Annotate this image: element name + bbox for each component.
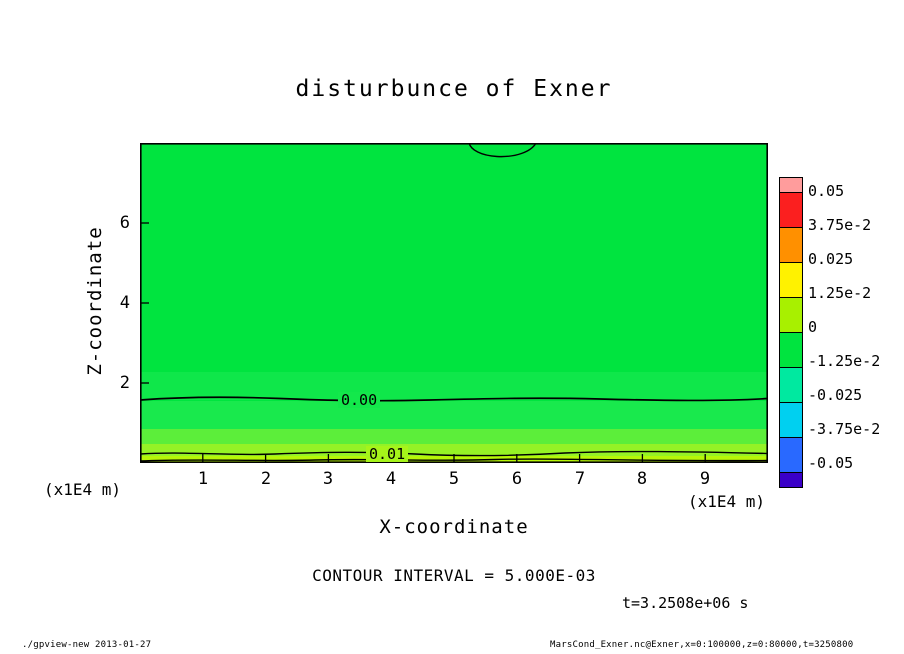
colorbar — [779, 177, 803, 488]
x-tick-label: 2 — [260, 469, 272, 489]
y-axis-unit: (x1E4 m) — [44, 480, 122, 499]
colorbar-tick-label: -3.75e-2 — [808, 420, 881, 438]
colorbar-segment — [780, 298, 802, 333]
x-axis-unit: (x1E4 m) — [688, 492, 766, 511]
contour-value-label-0p01: 0.01 — [366, 446, 409, 462]
contour-line-zero — [140, 396, 768, 402]
x-tick-label: 4 — [385, 469, 397, 489]
contour-interval-text: CONTOUR INTERVAL = 5.000E-03 — [312, 566, 596, 585]
contour-line-bottom — [140, 458, 768, 462]
contour-loop-top — [468, 143, 537, 158]
colorbar-segment — [780, 403, 802, 438]
x-tick-label: 6 — [511, 469, 523, 489]
colorbar-segment — [780, 178, 802, 193]
x-tick-label: 7 — [574, 469, 586, 489]
y-tick-label: 4 — [119, 293, 130, 313]
plot-frame — [140, 143, 768, 463]
x-tick-label: 5 — [448, 469, 460, 489]
x-tick-label: 8 — [636, 469, 648, 489]
colorbar-segment — [780, 228, 802, 263]
time-stamp-text: t=3.2508e+06 s — [622, 594, 749, 612]
plot-title: disturbunce of Exner — [295, 76, 613, 102]
colorbar-tick-label: -1.25e-2 — [808, 352, 881, 370]
colorbar-segment — [780, 193, 802, 228]
colorbar-segment — [780, 438, 802, 473]
colorbar-segment — [780, 333, 802, 368]
contour-lines — [140, 143, 768, 462]
colorbar-segment — [780, 263, 802, 298]
colorbar-tick-label: -0.025 — [808, 386, 863, 404]
x-axis-label: X-coordinate — [379, 516, 529, 538]
colorbar-segment — [780, 368, 802, 403]
colorbar-segment — [780, 473, 802, 487]
plot-area: 0.00 0.01 — [140, 143, 768, 463]
footer-program-info: ./gpview-new 2013-01-27 — [22, 640, 152, 650]
y-tick-label: 6 — [119, 213, 130, 233]
x-tick-label: 1 — [197, 469, 209, 489]
contour-plot-canvas — [140, 143, 768, 463]
tone-fill-bands — [140, 143, 768, 463]
colorbar-tick-label: 0.025 — [808, 250, 854, 268]
footer-data-source: MarsCond_Exner.nc@Exner,x=0:100000,z=0:8… — [550, 640, 854, 650]
x-tick-label: 3 — [322, 469, 334, 489]
colorbar-tick-label: 0 — [808, 318, 818, 336]
y-tick-label: 2 — [119, 373, 130, 393]
x-tick-label: 9 — [699, 469, 711, 489]
contour-line-0p01 — [140, 450, 768, 457]
colorbar-tick-label: 1.25e-2 — [808, 284, 872, 302]
colorbar-tick-label: 3.75e-2 — [808, 216, 872, 234]
colorbar-tick-label: -0.05 — [808, 454, 854, 472]
contour-value-label-zero: 0.00 — [338, 392, 381, 408]
colorbar-tick-label: 0.05 — [808, 182, 845, 200]
